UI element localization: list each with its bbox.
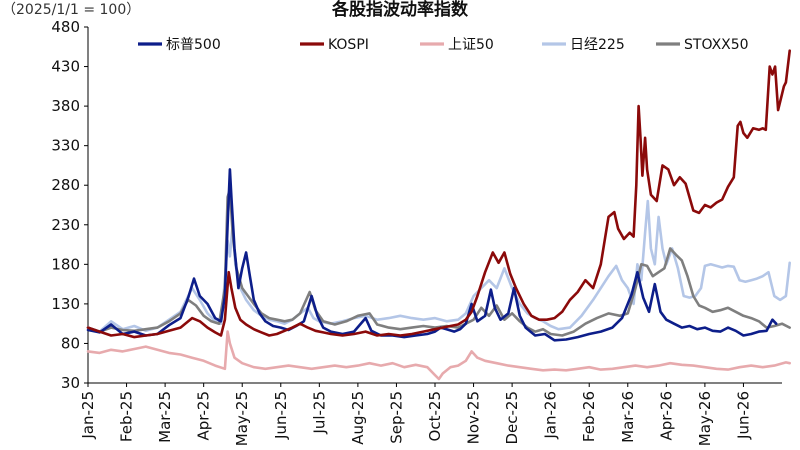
- x-tick-label: Mar-26: [619, 391, 637, 443]
- y-tick-label: 30: [61, 374, 80, 392]
- y-tick-label: 80: [61, 334, 80, 352]
- y-tick-label: 180: [51, 255, 80, 273]
- legend-label-3: 日经225: [570, 37, 625, 53]
- series-line-4: [86, 187, 791, 337]
- y-tick-label: 280: [51, 176, 80, 194]
- x-tick-label: Nov-25: [465, 391, 483, 444]
- x-tick-label: Aug-25: [349, 391, 367, 445]
- x-tick-label: Feb-26: [580, 391, 598, 442]
- legend-label-2: 上证50: [448, 37, 494, 53]
- x-tick-label: Feb-25: [118, 391, 136, 442]
- series-line-1: [86, 49, 791, 339]
- x-tick-label: May-25: [233, 391, 251, 446]
- x-tick-label: Mar-25: [156, 391, 174, 443]
- x-tick-label: Jun-26: [734, 391, 752, 440]
- y-tick-label: 480: [51, 18, 80, 36]
- x-tick-label: May-26: [696, 391, 714, 446]
- y-tick-label: 430: [51, 58, 80, 76]
- x-axis: Jan-25 Feb-25 Mar-25 Apr-25 May-25 Jun-25 Jul-…: [79, 382, 782, 446]
- x-tick-label: Oct-25: [426, 391, 444, 441]
- x-tick-label: Apr-26: [657, 391, 675, 441]
- x-tick-label: Apr-25: [195, 391, 213, 441]
- series-line-3: [86, 199, 791, 333]
- y-axis: 30 80 130 180 230 280 330 380 430 480: [51, 18, 89, 392]
- legend: 标普500 KOSPI 上证50 日经225 STOXX50: [138, 37, 749, 53]
- x-tick-label: Jun-25: [272, 391, 290, 440]
- legend-label-0: 标普500: [166, 37, 221, 53]
- x-tick-label: Jan-25: [79, 391, 97, 440]
- x-tick-label: Jul-25: [310, 391, 328, 435]
- chart-title: 各股指波动率指数: [331, 0, 469, 20]
- x-tick-label: Sep-25: [387, 391, 405, 444]
- x-tick-label: Dec-25: [503, 391, 521, 445]
- legend-label-4: STOXX50: [684, 37, 749, 53]
- y-tick-label: 130: [51, 295, 80, 313]
- y-tick-label: 380: [51, 97, 80, 115]
- chart-subtitle: （2025/1/1 = 100）: [2, 2, 140, 18]
- series-layer: [86, 49, 791, 381]
- y-tick-label: 330: [51, 137, 80, 155]
- series-line-2: [86, 330, 791, 381]
- x-tick-label: Jan-26: [542, 391, 560, 440]
- legend-label-1: KOSPI: [328, 37, 369, 53]
- y-tick-label: 230: [51, 216, 80, 234]
